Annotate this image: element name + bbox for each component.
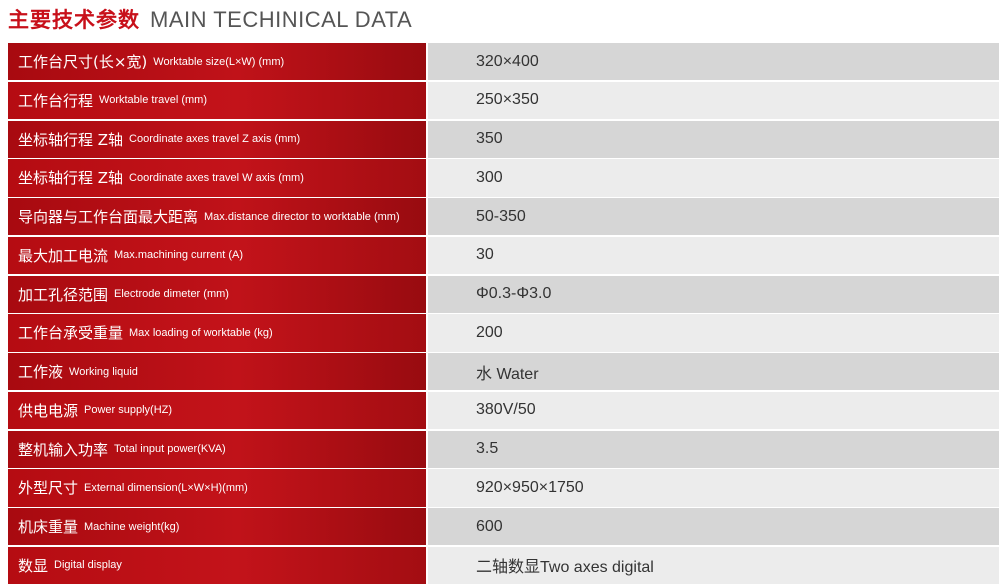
- spec-label-en: Power supply(HZ): [84, 404, 173, 417]
- spec-label-cn: 机床重量: [18, 518, 79, 537]
- page-header: 主要技术参数 MAIN TECHINICAL DATA: [8, 4, 412, 38]
- spec-value: 350: [428, 120, 999, 158]
- spec-label-cell: 工作台尺寸(长×宽) Worktable size(L×W) (mm): [8, 43, 428, 81]
- spec-label-cell: 加工孔径范围 Electrode dimeter (mm): [8, 275, 428, 313]
- spec-value: 30: [428, 236, 999, 274]
- spec-value: 300: [428, 159, 999, 197]
- spec-value: 600: [428, 508, 999, 546]
- spec-value: 320×400: [428, 43, 999, 81]
- spec-label-cn: 坐标轴行程 Z轴: [18, 130, 124, 149]
- spec-label-cn: 工作台承受重量: [18, 324, 124, 343]
- table-row: 供电电源 Power supply(HZ) 380V/50: [8, 391, 999, 429]
- spec-label-cell: 工作液 Working liquid: [8, 353, 428, 391]
- spec-label-cn: 坐标轴行程 Z轴: [18, 169, 124, 188]
- spec-value: Φ0.3-Φ3.0: [428, 275, 999, 313]
- spec-value: 920×950×1750: [428, 469, 999, 507]
- spec-label-en: Digital display: [54, 559, 122, 572]
- spec-label-en: Working liquid: [69, 365, 138, 378]
- spec-label-cell: 最大加工电流 Max.machining current (A): [8, 236, 428, 274]
- spec-label-en: Max.machining current (A): [114, 249, 244, 262]
- spec-label-cn: 加工孔径范围: [18, 285, 109, 304]
- table-row: 坐标轴行程 Z轴 Coordinate axes travel Z axis (m…: [8, 120, 999, 158]
- spec-value: 250×350: [428, 81, 999, 119]
- spec-value: 50-350: [428, 198, 999, 236]
- table-row: 整机输入功率 Total input power(KVA) 3.5: [8, 430, 999, 468]
- spec-label-cell: 工作台承受重量 Max loading of worktable (kg): [8, 314, 428, 352]
- spec-label-cn: 外型尺寸: [18, 479, 79, 498]
- spec-label-cell: 坐标轴行程 Z轴 Coordinate axes travel W axis (m…: [8, 159, 428, 197]
- spec-label-cell: 整机输入功率 Total input power(KVA): [8, 430, 428, 468]
- spec-label-cn: 供电电源: [18, 401, 79, 420]
- spec-label-cn: 工作液: [18, 363, 64, 382]
- spec-label-cn: 数显: [18, 556, 49, 575]
- spec-value: 3.5: [428, 430, 999, 468]
- spec-label-en: Machine weight(kg): [84, 520, 180, 533]
- spec-label-cell: 外型尺寸 External dimension(L×W×H)(mm): [8, 469, 428, 507]
- spec-table: 工作台尺寸(长×宽) Worktable size(L×W) (mm) 320×40…: [8, 43, 999, 586]
- spec-label-cell: 坐标轴行程 Z轴 Coordinate axes travel Z axis (m…: [8, 120, 428, 158]
- table-row: 导向器与工作台面最大距离 Max.distance director to wor…: [8, 198, 999, 236]
- spec-value: 200: [428, 314, 999, 352]
- spec-label-cell: 供电电源 Power supply(HZ): [8, 391, 428, 429]
- spec-label-en: External dimension(L×W×H)(mm): [84, 481, 248, 494]
- table-row: 机床重量 Machine weight(kg) 600: [8, 508, 999, 546]
- spec-label-cell: 机床重量 Machine weight(kg): [8, 508, 428, 546]
- table-row: 数显 Digital display 二轴数显Two axes digital: [8, 546, 999, 584]
- page-title-en: MAIN TECHINICAL DATA: [150, 7, 413, 32]
- table-row: 坐标轴行程 Z轴 Coordinate axes travel W axis (m…: [8, 159, 999, 197]
- page-title-cn: 主要技术参数: [8, 8, 140, 32]
- spec-label-cn: 工作台尺寸(长×宽): [18, 53, 148, 72]
- spec-label-cell: 数显 Digital display: [8, 546, 428, 584]
- table-row: 工作台承受重量 Max loading of worktable (kg) 200: [8, 314, 999, 352]
- spec-value: 水 Water: [428, 353, 999, 391]
- spec-label-cn: 最大加工电流: [18, 246, 109, 265]
- spec-label-cell: 导向器与工作台面最大距离 Max.distance director to wor…: [8, 198, 428, 236]
- table-row: 工作液 Working liquid 水 Water: [8, 353, 999, 391]
- spec-label-cn: 导向器与工作台面最大距离: [18, 208, 199, 227]
- spec-label-en: Max loading of worktable (kg): [129, 326, 273, 339]
- table-row: 工作台尺寸(长×宽) Worktable size(L×W) (mm) 320×40…: [8, 43, 999, 81]
- spec-label-en: Electrode dimeter (mm): [114, 288, 229, 301]
- spec-label-en: Total input power(KVA): [114, 443, 226, 456]
- spec-label-cn: 整机输入功率: [18, 440, 109, 459]
- spec-label-en: Coordinate axes travel W axis (mm): [129, 171, 304, 184]
- table-row: 工作台行程 Worktable travel (mm) 250×350: [8, 81, 999, 119]
- table-row: 最大加工电流 Max.machining current (A) 30: [8, 236, 999, 274]
- table-row: 加工孔径范围 Electrode dimeter (mm) Φ0.3-Φ3.0: [8, 275, 999, 313]
- spec-label-cell: 工作台行程 Worktable travel (mm): [8, 81, 428, 119]
- spec-label-en: Coordinate axes travel Z axis (mm): [129, 133, 301, 146]
- spec-label-en: Max.distance director to worktable (mm): [204, 210, 400, 223]
- spec-label-en: Worktable size(L×W) (mm): [153, 55, 285, 68]
- spec-value: 380V/50: [428, 391, 999, 429]
- table-row: 外型尺寸 External dimension(L×W×H)(mm) 920×950…: [8, 469, 999, 507]
- spec-value: 二轴数显Two axes digital: [428, 546, 999, 584]
- spec-label-cn: 工作台行程: [18, 91, 94, 110]
- spec-label-en: Worktable travel (mm): [99, 94, 207, 107]
